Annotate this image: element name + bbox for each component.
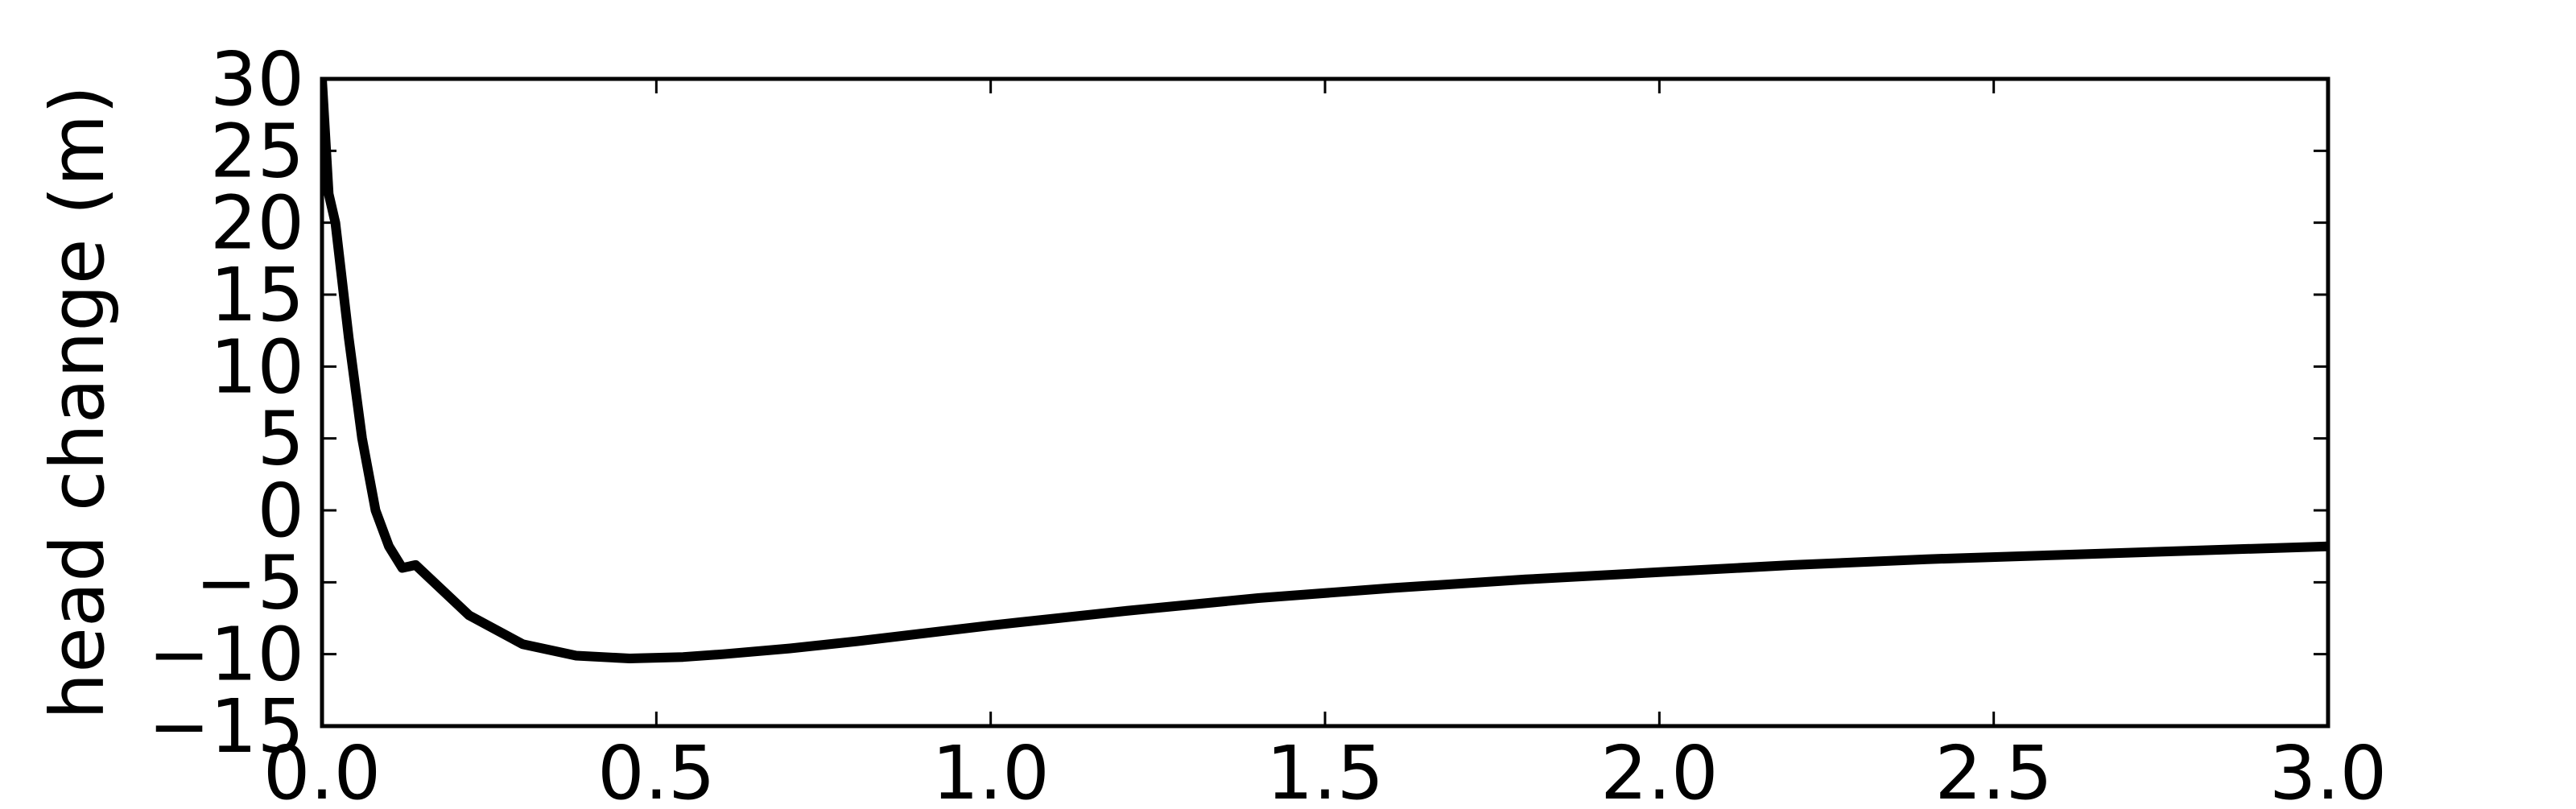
y-axis-label: head change (m) xyxy=(35,85,121,720)
plot-area: 0.0 0.5 1.0 1.5 2.0 2.5 3.0 −15−10−505101520253… xyxy=(148,36,2387,809)
x-tick-label: 3.0 xyxy=(2269,730,2387,805)
x-tick-label: 0.0 xyxy=(263,730,381,805)
y-tick-label: 20 xyxy=(210,180,304,266)
plot-frame xyxy=(320,76,2330,729)
y-tick-label: 30 xyxy=(210,36,304,122)
series-line-1 xyxy=(322,79,2328,663)
x-tick-label: 2.0 xyxy=(1600,730,1718,805)
y-tick-label: −10 xyxy=(148,612,304,698)
y-tick-label: 15 xyxy=(210,252,304,338)
x-tick-label: 2.5 xyxy=(1935,730,2053,805)
x-tick-label: 1.5 xyxy=(1266,730,1384,805)
y-tick-label: 0 xyxy=(257,468,304,554)
y-tick-label: −15 xyxy=(148,683,304,770)
x-tick-label: 1.0 xyxy=(932,730,1050,805)
y-tick-label: 10 xyxy=(210,324,304,410)
x-tick-label: 0.5 xyxy=(597,730,715,805)
y-tick-label: 5 xyxy=(257,396,304,482)
y-tick-label: −5 xyxy=(195,539,304,625)
y-tick-label: 25 xyxy=(210,108,304,194)
